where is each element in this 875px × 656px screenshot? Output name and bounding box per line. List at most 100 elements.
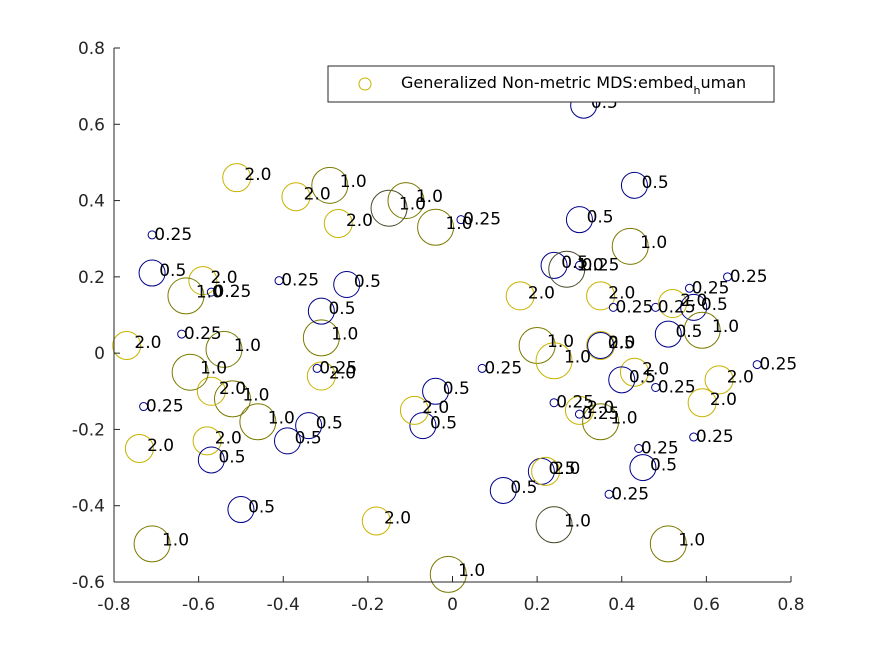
scatter-point — [312, 363, 322, 373]
point-label: 0.5 — [587, 207, 614, 227]
point-label: 1.0 — [445, 214, 472, 234]
scatter-point — [704, 365, 734, 395]
point-label: 0.25 — [658, 297, 696, 317]
scatter-point — [147, 230, 157, 240]
point-label: 0.5 — [650, 455, 677, 475]
scatter-point — [564, 395, 594, 425]
scatter-point — [549, 398, 559, 408]
point-label: 1.0 — [712, 317, 739, 337]
point-label: 1.0 — [162, 530, 189, 550]
point-label: 1.0 — [268, 408, 295, 428]
point-label: 0.25 — [319, 358, 357, 378]
point-label: 0.5 — [510, 478, 537, 498]
scatter-point — [422, 377, 450, 405]
point-label: 0.5 — [248, 497, 275, 517]
legend-marker — [358, 77, 372, 91]
scatter-point — [311, 166, 349, 204]
point-label: 0.5 — [675, 322, 702, 342]
point-label: 1.0 — [547, 332, 574, 352]
scatter-point — [651, 382, 661, 392]
scatter-point — [205, 330, 243, 368]
point-label: 0.25 — [484, 358, 522, 378]
point-label: 1.0 — [458, 561, 485, 581]
point-label: 2.0 — [587, 398, 614, 418]
point-label: 0.25 — [463, 210, 501, 230]
scatter-point — [192, 426, 222, 456]
scatter-point — [171, 353, 209, 391]
point-label: 1.0 — [564, 347, 591, 367]
point-label: 1.0 — [610, 408, 637, 428]
point-label: 0.25 — [214, 282, 252, 302]
y-tick-label: 0.2 — [78, 268, 105, 288]
scatter-point — [611, 227, 649, 265]
scatter-point — [574, 260, 584, 270]
point-label: 0.5 — [316, 413, 343, 433]
x-tick-label: 0.6 — [693, 595, 720, 615]
point-label: 0.5 — [642, 173, 669, 193]
x-tick-label: 0.2 — [524, 595, 551, 615]
point-label: 0.25 — [281, 271, 319, 291]
point-label: 2.0 — [710, 390, 737, 410]
scatter-point — [273, 427, 301, 455]
point-label: 2.0 — [219, 379, 246, 399]
point-label: 2.0 — [329, 364, 356, 384]
scatter-point — [295, 412, 323, 440]
x-tick-label: -0.8 — [97, 595, 130, 615]
point-label: 1.0 — [564, 511, 591, 531]
scatter-point — [196, 376, 226, 406]
point-label: 2.0 — [422, 398, 449, 418]
point-label: 0.5 — [443, 379, 470, 399]
point-label: 1.0 — [416, 187, 443, 207]
point-label: 0.5 — [629, 368, 656, 388]
point-label: 2.0 — [304, 184, 331, 204]
point-label: 0.25 — [146, 397, 184, 417]
point-label: 0.25 — [658, 377, 696, 397]
scatter-point — [206, 287, 216, 297]
x-tick-label: 0 — [447, 595, 458, 615]
x-tick-label: -0.4 — [267, 595, 300, 615]
scatter-point — [619, 357, 649, 387]
scatter-point — [620, 171, 648, 199]
point-label: 0.5 — [549, 459, 576, 479]
scatter-point — [222, 163, 252, 193]
point-label: 2.0 — [215, 428, 242, 448]
scatter-point — [574, 409, 584, 419]
scatter-point — [649, 525, 687, 563]
scatter-point — [565, 206, 593, 234]
scatter-point — [361, 506, 391, 536]
y-tick-label: 0 — [94, 344, 105, 364]
scatter-point — [604, 489, 614, 499]
point-label: 0.5 — [701, 295, 728, 315]
point-label: 2.0 — [608, 333, 635, 353]
scatter-point — [197, 446, 225, 474]
scatter-point — [167, 277, 205, 315]
y-tick-label: -0.4 — [72, 497, 105, 517]
x-tick-label: -0.2 — [351, 595, 384, 615]
point-label: 2.0 — [608, 283, 635, 303]
legend-box — [327, 65, 775, 103]
point-label: 1.0 — [196, 282, 223, 302]
point-label: 0.5 — [295, 429, 322, 449]
scatter-point — [281, 182, 311, 212]
scatter-point — [684, 283, 694, 293]
scatter-point — [429, 555, 467, 593]
scatter-point — [138, 259, 166, 287]
scatter-point — [586, 331, 616, 361]
scatter-point — [586, 281, 616, 311]
scatter-point — [387, 182, 425, 220]
scatter-point — [307, 297, 335, 325]
scatter-point — [417, 208, 455, 246]
scatter-point — [477, 363, 487, 373]
scatter-point — [658, 289, 688, 319]
x-tick-label: -0.6 — [182, 595, 215, 615]
point-label: 0.25 — [759, 355, 797, 375]
scatter-point — [752, 360, 762, 370]
x-tick-label: 0.8 — [777, 595, 804, 615]
scatter-point — [689, 432, 699, 442]
point-label: 0.5 — [159, 261, 186, 281]
scatter-point — [582, 403, 620, 441]
point-label: 0.5 — [608, 333, 635, 353]
scatter-point — [518, 327, 556, 365]
scatter-point — [370, 189, 408, 227]
